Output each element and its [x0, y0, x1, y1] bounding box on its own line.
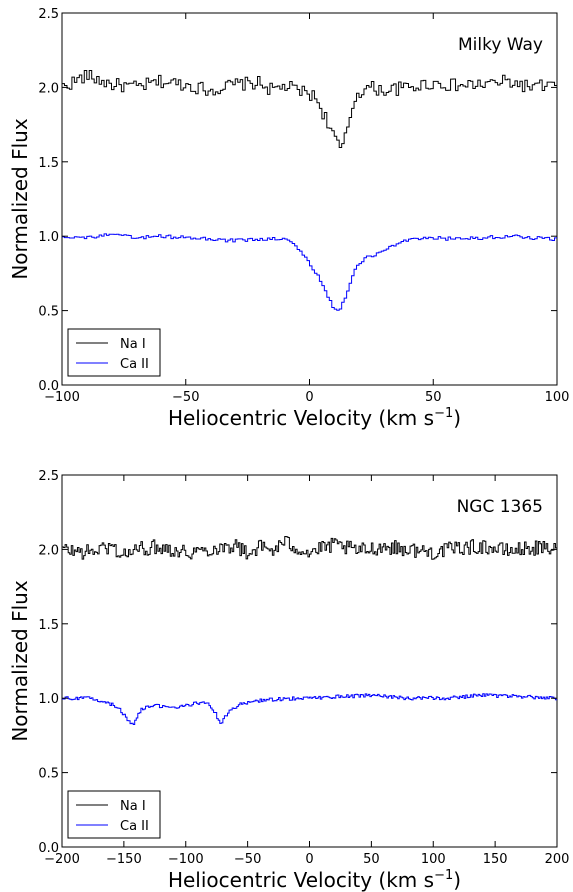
- y-tick-label: 0.5: [38, 767, 59, 782]
- legend-label: Na I: [120, 337, 146, 352]
- x-tick-label: 50: [425, 390, 442, 405]
- x-tick-label: 0: [305, 390, 313, 405]
- x-axis-label: Heliocentric Velocity (km s−1): [168, 868, 461, 892]
- y-axis-label: Normalized Flux: [8, 118, 32, 280]
- x-tick-label: −100: [168, 852, 204, 867]
- x-tick-label: 150: [483, 852, 508, 867]
- y-tick-label: 2.5: [38, 7, 59, 22]
- y-tick-label: 2.5: [38, 469, 59, 484]
- x-tick-label: −100: [44, 390, 80, 405]
- x-tick-label: −50: [172, 390, 199, 405]
- x-tick-label: 100: [421, 852, 446, 867]
- y-tick-label: 2.0: [38, 81, 59, 96]
- x-tick-label: −200: [44, 852, 80, 867]
- x-tick-label: 100: [545, 390, 570, 405]
- legend-label: Ca II: [120, 357, 149, 372]
- x-tick-label: 200: [545, 852, 570, 867]
- panel-title: NGC 1365: [457, 497, 543, 517]
- y-tick-label: 0.5: [38, 305, 59, 320]
- legend-box: [67, 790, 161, 839]
- y-tick-label: 2.0: [38, 543, 59, 558]
- x-tick-label: −150: [106, 852, 142, 867]
- series-line-ca-ii: [62, 693, 557, 725]
- legend-label: Ca II: [120, 819, 149, 834]
- series-line-ca-ii: [62, 233, 557, 311]
- y-tick-label: 1.5: [38, 156, 59, 171]
- y-axis-label: Normalized Flux: [8, 580, 32, 742]
- x-tick-label: 50: [363, 852, 380, 867]
- panel-title: Milky Way: [458, 35, 543, 55]
- legend-label: Na I: [120, 799, 146, 814]
- y-tick-label: 1.0: [38, 230, 59, 245]
- y-tick-label: 0.0: [38, 379, 59, 394]
- series-line-na-i: [62, 69, 557, 148]
- legend-box: [67, 328, 161, 377]
- y-tick-label: 1.0: [38, 692, 59, 707]
- x-tick-label: −50: [234, 852, 261, 867]
- panel-milky-way: −100 −50 0 50 100 0.0 0.5 1.0 1.5 2.0 2.5 Heliocent…: [8, 7, 569, 430]
- x-tick-label: 0: [305, 852, 313, 867]
- y-tick-label: 1.5: [38, 618, 59, 633]
- x-axis-label: Heliocentric Velocity (km s−1): [168, 406, 461, 430]
- panel-ngc-1365: −200 −150 −100 −50 0 50 100 150 200 0.0 0.5 1.0 1.5 2…: [8, 469, 569, 892]
- series-line-na-i: [62, 535, 557, 560]
- y-tick-label: 0.0: [38, 841, 59, 856]
